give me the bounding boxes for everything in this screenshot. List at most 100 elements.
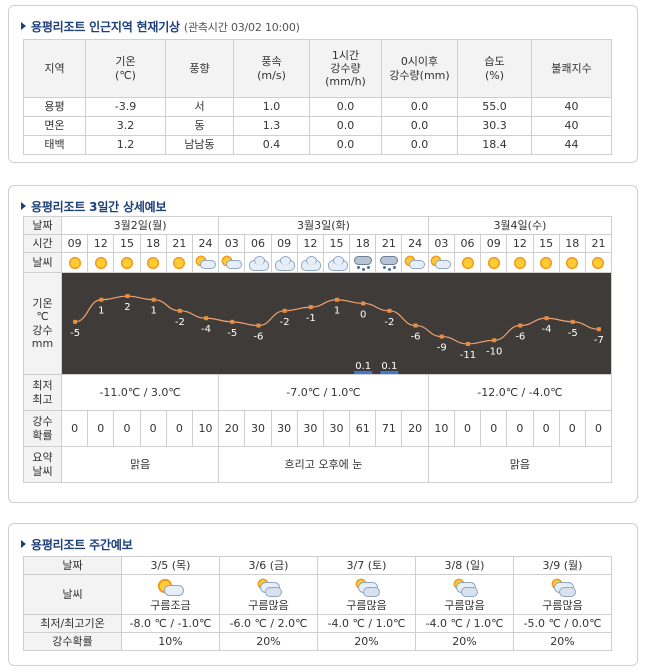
week-date: 3/6 (금) [219, 556, 318, 575]
temperature-point [230, 319, 235, 324]
temperature-point [465, 341, 470, 346]
temperature-point [99, 297, 104, 302]
temperature-label: 1 [334, 306, 340, 317]
sun-icon [146, 255, 161, 270]
weather-cell [87, 252, 115, 273]
day-minmax: -11.0℃ / 3.0℃ [60, 374, 220, 411]
temperature-label: -6 [515, 332, 525, 343]
temperature-point [544, 316, 549, 321]
pop-cell: 30 [244, 410, 272, 447]
weather-cell [480, 252, 508, 273]
three-day-forecast-panel: 용평리조트 3일간 상세예보 날짜 3월2일(월) 3월3일(화) 3월4일(수) … [8, 185, 638, 503]
hour-cell: 12 [506, 234, 534, 253]
table-cell: 서 [165, 97, 234, 117]
weather-cell [191, 252, 220, 273]
pop-cell: 30 [322, 410, 351, 447]
precip-label: 0.1 [381, 361, 397, 372]
row-label-weather: 날씨 [23, 252, 62, 273]
table-cell: 태백 [23, 135, 86, 155]
table-cell: -3.9 [85, 97, 166, 117]
table-row: 면온 3.2 동 1.3 0.0 0.0 30.3 40 [23, 116, 612, 136]
week-minmax: -5.0 ℃ / 0.0℃ [513, 614, 612, 633]
cloudy-icon [255, 578, 283, 598]
hour-cell: 18 [558, 234, 586, 253]
temperature-point [518, 323, 523, 328]
pop-cell: 0 [453, 410, 482, 447]
table-cell: 면온 [23, 116, 86, 136]
temperature-label: -5 [568, 328, 578, 339]
pop-cell: 0 [584, 410, 613, 447]
day-date: 3월3일(화) [218, 216, 429, 235]
snow-icon [379, 255, 399, 271]
row-label-pop: 강수확률 [23, 632, 122, 651]
hour-cell: 06 [244, 234, 272, 253]
temperature-label: -7 [594, 335, 604, 346]
pop-cell: 0 [139, 410, 167, 447]
table-cell: 0.0 [381, 116, 458, 136]
table-cell: 용평 [23, 97, 86, 117]
hour-cell: 18 [349, 234, 377, 253]
title-bullet-icon [21, 540, 26, 548]
row-label-date: 날짜 [23, 216, 62, 235]
temperature-point [413, 323, 418, 328]
table-cell: 44 [531, 135, 612, 155]
temperature-point [204, 316, 209, 321]
table-cell: 0.0 [381, 135, 458, 155]
temperature-label: -5 [227, 328, 237, 339]
table-cell: 40 [531, 97, 612, 117]
hour-cell: 12 [296, 234, 324, 253]
week-date: 3/5 (목) [121, 556, 220, 575]
cloud-icon [274, 256, 296, 272]
hour-cell: 15 [322, 234, 351, 253]
column-header: 1시간 강수량 (mm/h) [309, 39, 382, 98]
title-bullet-icon [21, 202, 26, 210]
row-label-minmax: 최저 최고 [23, 374, 62, 411]
temperature-point [492, 338, 497, 343]
temperature-point [256, 323, 261, 328]
table-row: 태백 1.2 남남동 0.4 0.0 0.0 18.4 44 [23, 135, 612, 155]
week-date: 3/7 (토) [317, 556, 416, 575]
row-label-temp-precip: 기온 ℃ 강수 mm [23, 272, 62, 375]
table-cell: 30.3 [457, 116, 532, 136]
pop-cell: 71 [375, 410, 403, 447]
week-weather: 구름조금 [121, 574, 220, 615]
weather-cell [558, 252, 586, 273]
temperature-label: 1 [98, 306, 104, 317]
sun-icon [93, 255, 108, 270]
hour-cell: 21 [165, 234, 193, 253]
temperature-label: -2 [280, 317, 290, 328]
sun-icon [539, 255, 554, 270]
sun-cloud-icon [194, 255, 217, 270]
temperature-point [387, 308, 392, 313]
temperature-label: -1 [306, 313, 316, 324]
weather-cell [218, 252, 246, 273]
cloudy-icon [353, 578, 381, 598]
temperature-label: -9 [437, 343, 447, 354]
precip-bar [354, 371, 373, 374]
table-cell: 남남동 [165, 135, 234, 155]
temperature-point [177, 308, 182, 313]
week-pop: 20% [415, 632, 514, 651]
temperature-label: -2 [175, 317, 185, 328]
temperature-label: -4 [542, 324, 552, 335]
temperature-point [73, 319, 78, 324]
table-cell: 0.0 [309, 97, 382, 117]
hour-cell: 21 [375, 234, 403, 253]
row-label-minmax: 최저/최고기온 [23, 614, 122, 633]
sun-icon [460, 255, 475, 270]
sun-icon [486, 255, 501, 270]
week-date: 3/8 (일) [415, 556, 514, 575]
snow-icon [353, 255, 373, 271]
row-label-weather: 날씨 [23, 574, 122, 615]
temperature-label: -6 [411, 332, 421, 343]
day-date: 3월2일(월) [60, 216, 220, 235]
temperature-point [439, 334, 444, 339]
pop-cell: 0 [532, 410, 560, 447]
pop-cell: 0 [480, 410, 508, 447]
pop-cell: 0 [165, 410, 193, 447]
current-weather-title: 용평리조트 인근지역 현재기상 (관측시간 03/02 10:00) [21, 18, 300, 35]
weather-cell [427, 252, 455, 273]
week-weather-label: 구름많음 [542, 599, 583, 613]
temperature-label: -5 [70, 328, 80, 339]
weather-cell [375, 252, 403, 273]
